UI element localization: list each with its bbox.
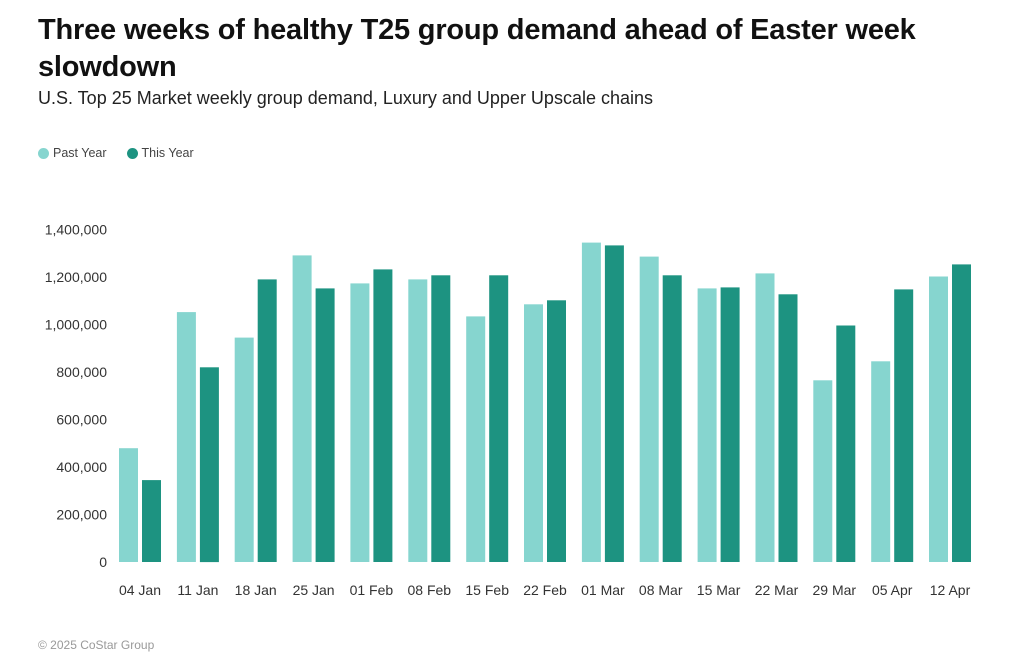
y-tick-label: 400,000 [56,459,107,475]
bar-past-year[interactable] [871,361,891,562]
bar-this-year[interactable] [720,287,740,562]
bar-this-year[interactable] [952,264,971,562]
y-axis: 0 200,000 400,000 600,000 800,000 1,000,000 1,… [45,222,108,571]
bar-past-year[interactable] [466,316,486,562]
chart-subtitle: U.S. Top 25 Market weekly group demand, … [38,88,653,108]
y-tick-label: 1,400,000 [45,222,107,238]
y-tick-label: 800,000 [56,364,107,380]
x-tick-label: 04 Jan [119,582,161,598]
x-axis: 04 Jan 11 Jan 18 Jan 25 Jan 01 Feb 08 Feb 15 F… [119,582,971,598]
y-tick-label: 200,000 [56,507,107,523]
x-tick-label: 05 Apr [872,582,913,598]
past-year-swatch-icon [38,147,49,159]
bar-this-year[interactable] [489,275,509,562]
this-year-swatch-icon [126,147,138,159]
bar-this-year[interactable] [778,294,798,562]
y-tick-label: 1,200,000 [45,269,107,285]
y-tick-label: 1,000,000 [45,317,107,333]
x-tick-label: 01 Mar [581,582,625,598]
bar-past-year[interactable] [755,273,775,562]
copyright-footer: © 2025 CoStar Group [38,638,155,652]
bar-past-year[interactable] [929,276,948,563]
x-tick-label: 22 Feb [523,582,567,598]
x-tick-label: 15 Mar [697,582,741,598]
bar-past-year[interactable] [524,304,543,562]
bar-past-year[interactable] [697,288,717,562]
x-tick-label: 29 Mar [813,582,857,598]
x-tick-label: 22 Mar [755,582,799,598]
bar-past-year[interactable] [292,255,312,562]
bar-this-year[interactable] [894,289,914,562]
bar-this-year[interactable] [836,325,856,563]
x-tick-label: 08 Mar [639,582,683,598]
bar-past-year[interactable] [350,283,370,562]
bar-this-year[interactable] [431,275,451,562]
bar-past-year[interactable] [408,279,428,562]
legend-label-this-year: This Year [141,146,194,160]
legend-item-past-year[interactable]: Past Year [38,146,107,160]
chart-title: Three weeks of healthy T25 group demand … [38,14,916,83]
bar-this-year[interactable] [199,367,219,563]
x-tick-label: 08 Feb [408,582,452,598]
bar-past-year[interactable] [176,312,196,562]
bar-this-year[interactable] [604,245,624,562]
bar-this-year[interactable] [547,300,566,562]
bar-this-year[interactable] [142,480,161,562]
legend-label-past-year: Past Year [53,146,107,160]
bar-past-year[interactable] [639,256,659,562]
bar-this-year[interactable] [373,269,393,562]
bar-past-year[interactable] [234,337,254,562]
bar-this-year[interactable] [257,279,277,562]
x-tick-label: 18 Jan [235,582,277,598]
x-tick-label: 11 Jan [177,582,218,598]
y-tick-label: 600,000 [56,412,107,428]
bar-past-year[interactable] [119,448,138,562]
bar-past-year[interactable] [581,242,601,562]
legend-item-this-year[interactable]: This Year [126,146,194,160]
x-tick-label: 12 Apr [930,582,971,598]
bars [119,242,971,563]
y-tick-label: 0 [99,554,107,570]
x-tick-label: 15 Feb [465,582,509,598]
x-tick-label: 01 Feb [350,582,394,598]
bar-this-year[interactable] [662,275,682,562]
bar-this-year[interactable] [315,288,335,562]
x-tick-label: 25 Jan [293,582,335,598]
bar-past-year[interactable] [813,380,833,562]
legend: Past Year This Year [38,146,194,160]
